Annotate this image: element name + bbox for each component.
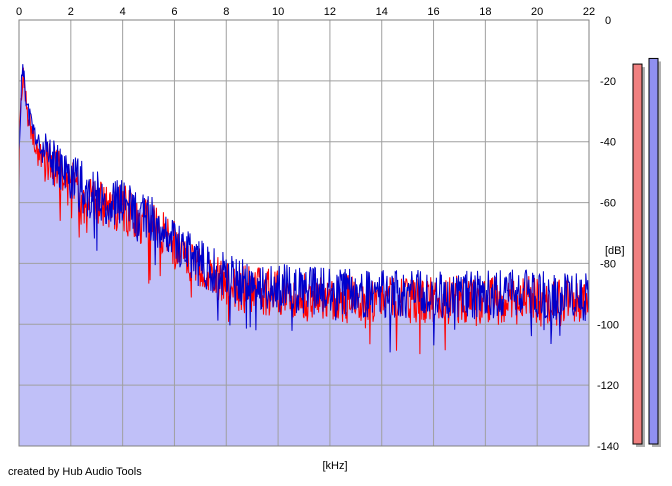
x-tick-label: 2 <box>68 6 74 18</box>
y-tick-label: -120 <box>597 380 619 392</box>
x-tick-label: 4 <box>120 6 126 18</box>
x-axis-label: [kHz] <box>322 460 347 472</box>
credit-text: created by Hub Audio Tools <box>8 466 142 478</box>
plot-frame <box>18 19 590 447</box>
x-tick-label: 8 <box>223 6 229 18</box>
y-tick-label: -140 <box>597 441 619 453</box>
x-tick-label: 18 <box>479 6 491 18</box>
x-tick-label: 20 <box>531 6 543 18</box>
y-tick-label: -20 <box>600 76 616 88</box>
right-channel-line <box>18 64 590 353</box>
y-axis-label: [dB] <box>605 245 625 257</box>
x-tick-label: 12 <box>324 6 336 18</box>
x-tick-label: 16 <box>427 6 439 18</box>
x-tick-label: 14 <box>376 6 388 18</box>
x-tick-label: 6 <box>171 6 177 18</box>
y-tick-label: -100 <box>597 319 619 331</box>
x-tick-label: 10 <box>272 6 284 18</box>
y-tick-label: -60 <box>600 198 616 210</box>
spectrum-fill-area <box>19 64 589 446</box>
x-tick-label: 0 <box>16 6 22 18</box>
left-level-meter <box>632 63 643 445</box>
right-level-meter <box>648 57 659 445</box>
x-tick-label: 22 <box>583 6 595 18</box>
y-tick-label: 0 <box>605 15 611 27</box>
y-tick-label: -80 <box>600 258 616 270</box>
y-tick-label: -40 <box>600 137 616 149</box>
